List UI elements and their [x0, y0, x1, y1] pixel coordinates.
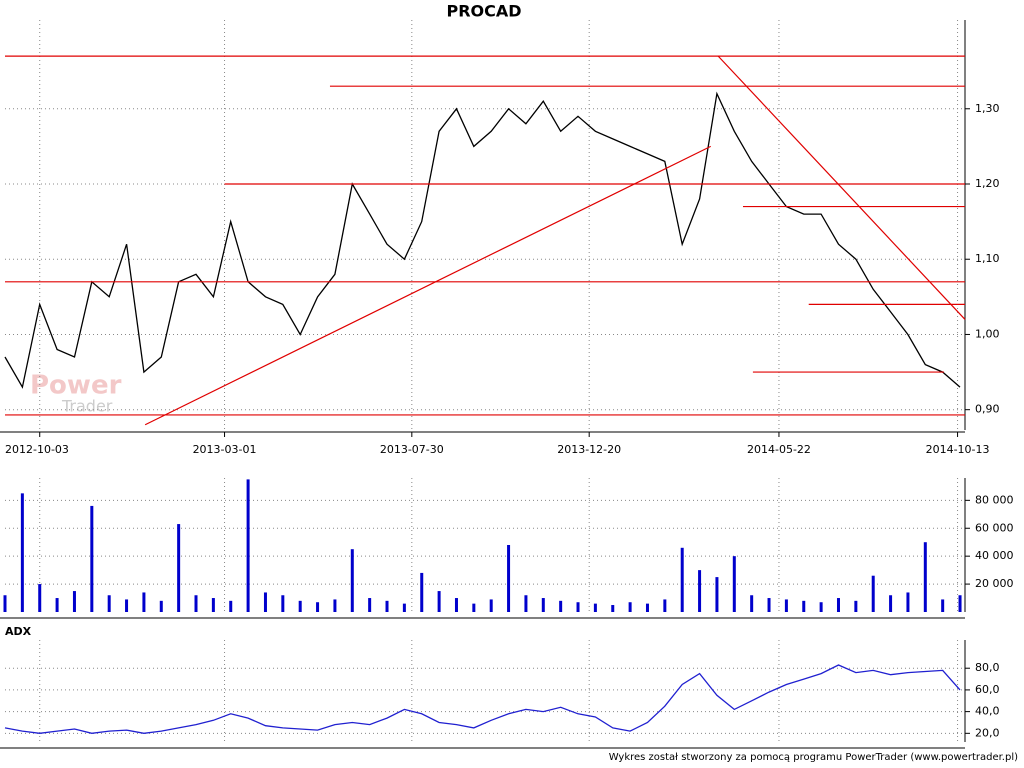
x-tick-label: 2013-07-30: [380, 443, 444, 456]
volume-bar: [437, 591, 441, 612]
volume-bar: [767, 598, 771, 612]
volume-bar: [698, 570, 702, 612]
y-tick-label: 40,0: [975, 705, 1000, 718]
volume-bar: [836, 598, 840, 612]
volume-bar: [246, 479, 250, 612]
y-tick-label: 60,0: [975, 683, 1000, 696]
series-line: [4, 664, 961, 734]
x-tick-label: 2014-10-13: [926, 443, 990, 456]
volume-bar: [559, 600, 563, 612]
volume-bar: [211, 598, 215, 612]
volume-bar: [958, 595, 962, 612]
watermark: Power: [30, 371, 122, 401]
y-tick-label: 1,20: [975, 177, 1000, 190]
volume-bar: [159, 600, 163, 612]
trend-line: [717, 55, 966, 320]
volume-bar: [107, 595, 111, 612]
y-tick-label: 40 000: [975, 549, 1014, 562]
volume-bar: [524, 595, 528, 612]
volume-bar: [750, 595, 754, 612]
volume-bar: [385, 600, 389, 612]
volume-bar: [802, 600, 806, 612]
y-tick-label: 1,30: [975, 102, 1000, 115]
volume-bar: [402, 603, 406, 612]
volume-bar: [298, 600, 302, 612]
volume-bar: [715, 577, 719, 612]
x-tick-label: 2013-03-01: [193, 443, 257, 456]
y-tick-label: 1,10: [975, 252, 1000, 265]
volume-bar: [593, 603, 597, 612]
volume-bar: [55, 598, 59, 612]
volume-bar: [229, 600, 233, 612]
volume-bar: [541, 598, 545, 612]
y-tick-label: 1,00: [975, 327, 1000, 340]
volume-bar: [628, 602, 632, 612]
volume-bar: [889, 595, 893, 612]
volume-bar: [316, 602, 320, 612]
volume-bar: [125, 599, 129, 612]
volume-bar: [507, 545, 511, 612]
footer: Wykres został stworzony za pomocą progra…: [609, 752, 1018, 763]
volume-bar: [923, 542, 927, 612]
chart-title: PROCAD: [446, 2, 521, 21]
volume-bar: [611, 605, 615, 612]
volume-bar: [177, 524, 181, 612]
y-tick-label: 20,0: [975, 726, 1000, 739]
volume-bar: [142, 592, 146, 612]
volume-bar: [38, 584, 42, 612]
x-tick-label: 2014-05-22: [747, 443, 811, 456]
volume-bar: [3, 595, 7, 612]
volume-bar: [489, 599, 493, 612]
trend-line: [144, 145, 712, 426]
volume-bar: [194, 595, 198, 612]
watermark: Trader: [61, 397, 113, 416]
x-tick-label: 2013-12-20: [557, 443, 621, 456]
panel-title: ADX: [5, 625, 32, 638]
volume-bar: [871, 575, 875, 612]
volume-bar: [472, 603, 476, 612]
volume-bar: [90, 505, 94, 612]
volume-bar: [454, 598, 458, 612]
y-tick-label: 80 000: [975, 493, 1014, 506]
volume-bar: [576, 602, 580, 612]
volume-bar: [281, 595, 285, 612]
volume-bar: [819, 602, 823, 612]
volume-bar: [420, 572, 424, 612]
volume-bar: [663, 599, 667, 612]
y-tick-label: 0,90: [975, 403, 1000, 416]
y-tick-label: 80,0: [975, 661, 1000, 674]
volume-bar: [732, 556, 736, 612]
x-tick-label: 2012-10-03: [5, 443, 69, 456]
volume-bar: [20, 493, 24, 612]
volume-bar: [854, 600, 858, 612]
volume-bar: [72, 591, 76, 612]
volume-bar: [680, 547, 684, 612]
series-line: [4, 91, 961, 389]
volume-bar: [350, 549, 354, 612]
volume-bar: [333, 599, 337, 612]
volume-bar: [645, 603, 649, 612]
volume-bar: [784, 599, 788, 612]
volume-bar: [263, 592, 267, 612]
volume-bar: [941, 599, 945, 612]
y-tick-label: 20 000: [975, 577, 1014, 590]
volume-bar: [368, 598, 372, 612]
volume-bar: [906, 592, 910, 612]
y-tick-label: 60 000: [975, 521, 1014, 534]
